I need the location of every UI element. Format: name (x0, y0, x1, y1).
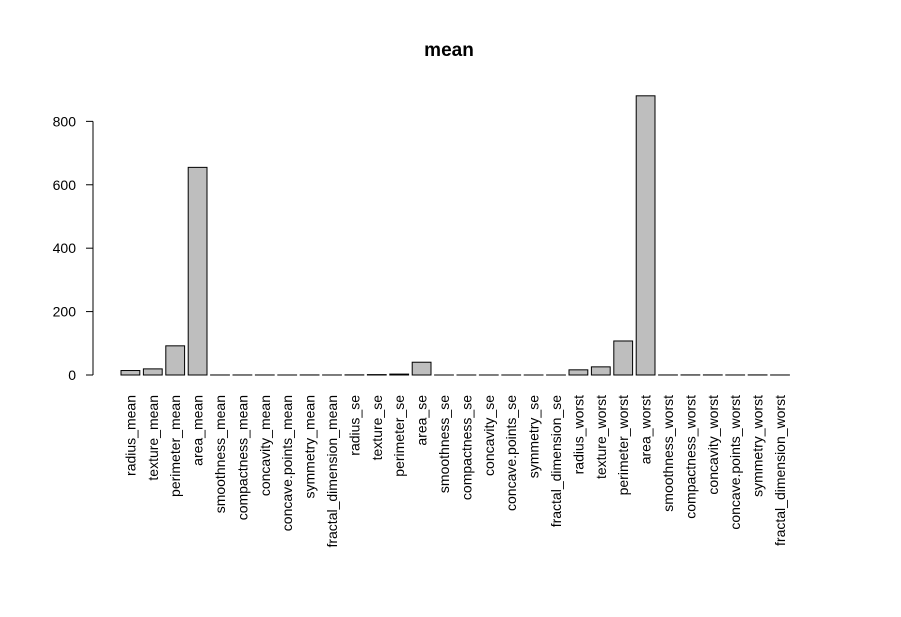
x-label-compactness_worst: compactness_worst (682, 395, 698, 519)
y-tick-label: 600 (53, 177, 77, 193)
x-label-perimeter_se: perimeter_se (391, 395, 407, 477)
x-label-radius_se: radius_se (346, 395, 362, 456)
x-label-texture_mean: texture_mean (145, 395, 161, 481)
x-label-fractal_dimension_worst: fractal_dimension_worst (772, 395, 788, 546)
x-label-concavity_se: concavity_se (481, 395, 497, 476)
bar-radius_mean (120, 370, 141, 376)
x-label-compactness_se: compactness_se (458, 395, 474, 500)
x-label-concave.points_se: concave.points_se (503, 395, 519, 511)
bar-area_se (411, 361, 432, 376)
bars (120, 95, 790, 376)
bar-perimeter_worst (613, 340, 634, 376)
bar-texture_mean (142, 368, 163, 376)
x-label-radius_mean: radius_mean (122, 395, 138, 476)
x-label-compactness_mean: compactness_mean (234, 395, 250, 520)
chart-title: mean (424, 40, 474, 61)
x-label-concavity_mean: concavity_mean (257, 395, 273, 496)
x-label-smoothness_worst: smoothness_worst (660, 395, 676, 512)
x-axis-labels: radius_mean texture_mean perimeter_mean are… (122, 395, 788, 548)
x-label-concave.points_mean: concave.points_mean (279, 395, 295, 531)
x-label-texture_se: texture_se (369, 395, 385, 461)
bar-perimeter_mean (165, 345, 186, 376)
bar-area_mean (187, 166, 208, 376)
x-label-smoothness_mean: smoothness_mean (212, 395, 228, 513)
x-label-radius_worst: radius_worst (570, 395, 586, 474)
x-label-symmetry_worst: symmetry_worst (750, 395, 766, 497)
bar-area_worst (635, 95, 656, 376)
x-label-fractal_dimension_mean: fractal_dimension_mean (324, 395, 340, 548)
bar-texture_worst (590, 366, 611, 376)
x-label-area_mean: area_mean (190, 395, 206, 466)
y-tick-label: 800 (53, 113, 77, 129)
x-label-texture_worst: texture_worst (593, 395, 609, 479)
bar-radius_worst (568, 369, 589, 376)
y-axis: 0 200 400 600 800 (53, 113, 94, 383)
bar-perimeter_se (389, 373, 410, 376)
x-label-area_se: area_se (414, 395, 430, 446)
x-label-concavity_worst: concavity_worst (705, 395, 721, 495)
y-tick-label: 0 (68, 367, 76, 383)
x-label-area_worst: area_worst (638, 395, 654, 464)
y-tick-label: 400 (53, 240, 77, 256)
y-tick-label: 200 (53, 304, 77, 320)
x-label-fractal_dimension_se: fractal_dimension_se (548, 395, 564, 528)
x-label-symmetry_mean: symmetry_mean (302, 395, 318, 498)
x-label-symmetry_se: symmetry_se (526, 395, 542, 478)
x-label-concave.points_worst: concave.points_worst (727, 395, 743, 530)
x-label-perimeter_mean: perimeter_mean (167, 395, 183, 497)
x-label-perimeter_worst: perimeter_worst (615, 395, 631, 495)
x-label-smoothness_se: smoothness_se (436, 395, 452, 493)
